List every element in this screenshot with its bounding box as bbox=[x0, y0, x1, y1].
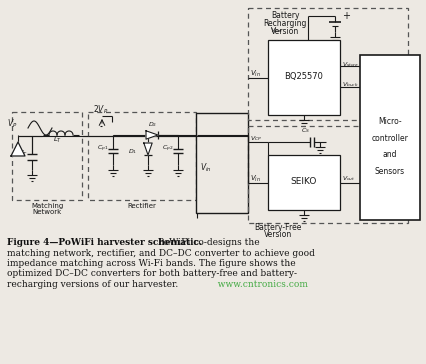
Text: Battery: Battery bbox=[271, 11, 299, 20]
Text: PoWiFi co-designs the: PoWiFi co-designs the bbox=[155, 238, 259, 247]
Text: Rectifier: Rectifier bbox=[127, 203, 156, 209]
Text: $V_{in}$: $V_{in}$ bbox=[250, 68, 261, 79]
Text: www.cntronics.com: www.cntronics.com bbox=[212, 280, 308, 289]
Text: BQ25570: BQ25570 bbox=[285, 72, 323, 82]
Polygon shape bbox=[146, 131, 158, 139]
Text: Sensors: Sensors bbox=[375, 167, 405, 176]
Bar bbox=[88, 112, 196, 200]
Text: $V_{bat}$: $V_{bat}$ bbox=[270, 26, 284, 35]
Bar bbox=[268, 40, 340, 115]
Text: Micro-: Micro- bbox=[378, 117, 402, 126]
Text: Figure 4—PoWiFi harvester schematic.: Figure 4—PoWiFi harvester schematic. bbox=[7, 238, 202, 247]
Polygon shape bbox=[11, 142, 25, 156]
Text: controller: controller bbox=[371, 134, 409, 143]
Text: $D_2$: $D_2$ bbox=[148, 120, 157, 129]
Bar bbox=[12, 112, 82, 200]
Bar bbox=[360, 55, 420, 220]
Text: $2V_P$: $2V_P$ bbox=[93, 104, 108, 116]
Text: and: and bbox=[383, 150, 397, 159]
Text: Recharging: Recharging bbox=[263, 19, 307, 28]
Text: $V_{in}$: $V_{in}$ bbox=[200, 161, 212, 174]
Bar bbox=[248, 8, 408, 120]
Text: $C_S$: $C_S$ bbox=[302, 126, 311, 135]
Text: $V_P$: $V_P$ bbox=[7, 117, 17, 130]
Polygon shape bbox=[144, 143, 152, 155]
Text: $V_{out}$: $V_{out}$ bbox=[342, 174, 356, 183]
Text: optimized DC–DC converters for both battery-free and battery-: optimized DC–DC converters for both batt… bbox=[7, 269, 297, 278]
Text: $D_1$: $D_1$ bbox=[128, 147, 137, 156]
Text: Version: Version bbox=[264, 230, 292, 239]
Text: $C_{p2}$: $C_{p2}$ bbox=[162, 144, 173, 154]
Text: $C_{p1}$: $C_{p1}$ bbox=[97, 144, 109, 154]
Text: $C_T$: $C_T$ bbox=[18, 149, 28, 159]
Text: +: + bbox=[342, 11, 350, 21]
Bar bbox=[196, 113, 248, 213]
Text: Matching: Matching bbox=[31, 203, 63, 209]
Text: Version: Version bbox=[271, 27, 299, 36]
Text: Battery-Free: Battery-Free bbox=[254, 223, 302, 232]
Text: impedance matching across Wi-Fi bands. The figure shows the: impedance matching across Wi-Fi bands. T… bbox=[7, 259, 296, 268]
Text: SEIKO: SEIKO bbox=[291, 178, 317, 186]
Text: $V_{CP}$: $V_{CP}$ bbox=[250, 134, 262, 143]
Bar bbox=[268, 155, 340, 210]
Text: $L_T$: $L_T$ bbox=[53, 135, 63, 145]
Text: $V_{in}$: $V_{in}$ bbox=[250, 174, 261, 184]
Text: Network: Network bbox=[32, 209, 62, 215]
Text: matching network, rectifier, and DC–DC converter to achieve good: matching network, rectifier, and DC–DC c… bbox=[7, 249, 315, 257]
Text: $V_{store}$: $V_{store}$ bbox=[342, 60, 359, 69]
Text: $V_{buck}$: $V_{buck}$ bbox=[342, 80, 359, 90]
Bar bbox=[248, 126, 408, 223]
Text: recharging versions of our harvester.: recharging versions of our harvester. bbox=[7, 280, 178, 289]
